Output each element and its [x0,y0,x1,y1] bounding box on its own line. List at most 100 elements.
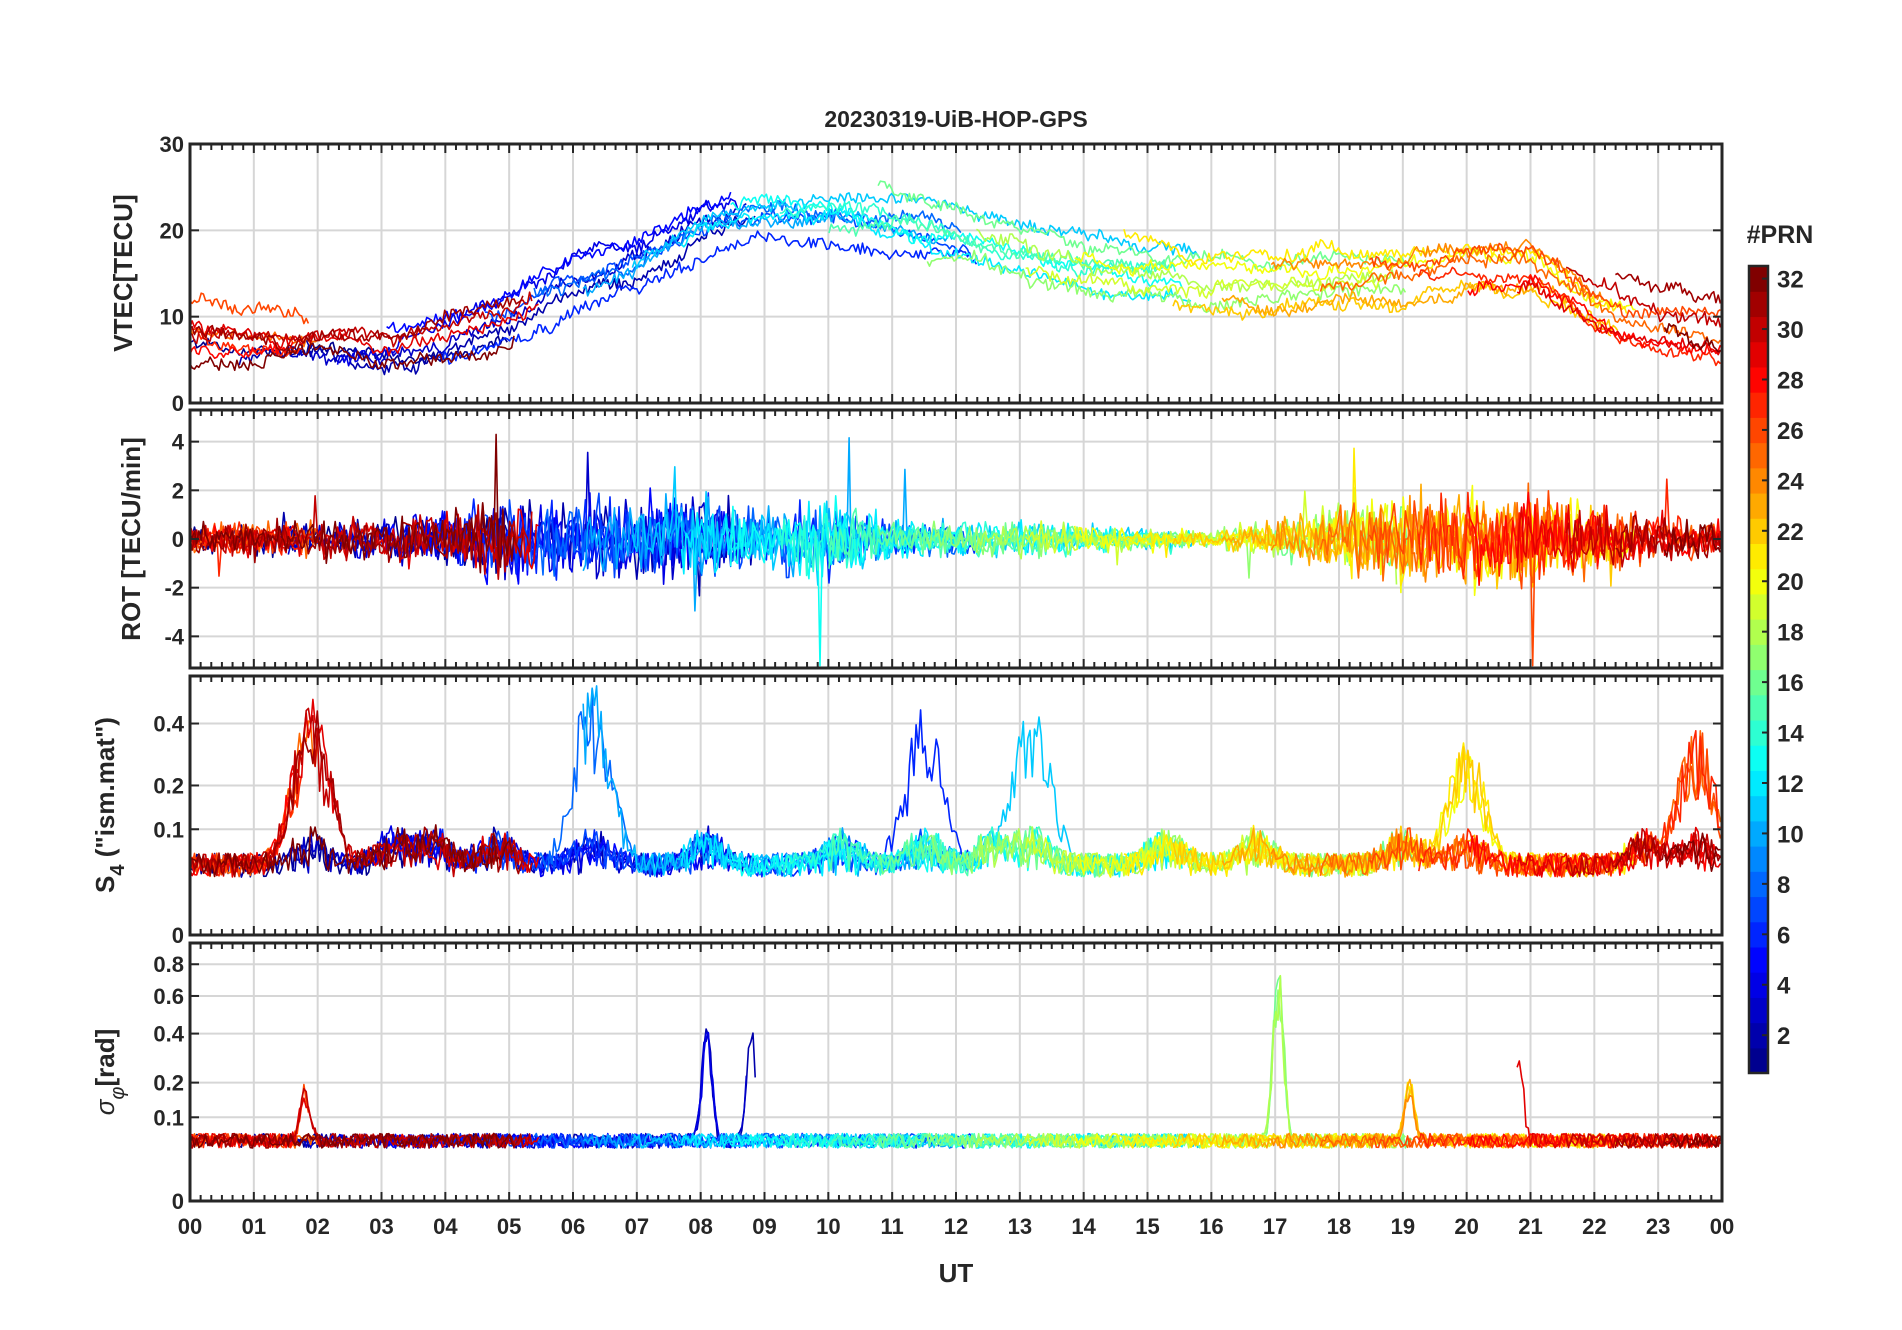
data-traces [190,433,1722,667]
colorbar-tick-label: 18 [1777,620,1804,647]
prn-trace-19 [1025,265,1388,299]
x-tick-label: 01 [242,1214,266,1239]
x-tick-label: 03 [369,1214,393,1239]
colorbar-swatch [1749,492,1768,519]
colorbar-swatch [1749,745,1768,771]
data-traces [190,685,1722,878]
prn-trace-32 [190,1132,515,1149]
y-tick-label: 20 [160,218,184,243]
x-tick-label: 13 [1008,1214,1032,1239]
prn-trace-32 [190,433,515,574]
x-ticks [189,410,1723,668]
prn-trace-30 [1565,828,1722,878]
prn-trace-29 [1516,280,1722,356]
x-tick-label: 17 [1263,1214,1287,1239]
x-tick-label: 05 [497,1214,521,1239]
y-tick-label: 0.1 [153,817,184,842]
colorbar-tick-label: 2 [1777,1023,1790,1050]
s4-y-axis-label: S4 ("ism.mat") [90,717,129,893]
colorbar-tick-label: 22 [1777,519,1804,546]
colorbar-swatch [1749,1047,1768,1074]
colorbar-tick-label: 20 [1777,569,1804,596]
rot-panel: -4 -2 0 2 4 [164,408,1724,670]
colorbar-tick-label: 10 [1777,821,1804,848]
prn-trace-2 [238,215,756,376]
prn-trace-11 [631,192,1201,270]
prn-trace-12 [680,207,1192,303]
x-tick-label: 00 [178,1214,202,1239]
colorbar-swatch [1749,871,1768,898]
prn-trace-31 [190,1132,524,1149]
colorbar-tick-label: 4 [1777,973,1791,1000]
colorbar-swatch [1749,946,1768,973]
colorbar-tick-label: 6 [1777,922,1790,949]
x-tick-label: 18 [1327,1214,1351,1239]
prn-trace-25 [1319,253,1722,346]
y-tick-label: 0.6 [153,984,184,1009]
y-tick-label: -2 [164,576,184,601]
y-tick-label: 10 [160,305,184,330]
rot-y-axis-label: ROT [TECU/min] [116,437,146,641]
x-tick-label: 08 [688,1214,712,1239]
colorbar-tick-label: 12 [1777,771,1804,798]
prn-trace-31 [1615,514,1722,559]
x-tick-label: 16 [1199,1214,1223,1239]
y-tick-label: 0 [172,923,184,948]
colorbar-swatch [1749,820,1768,847]
prn-trace-17 [926,249,1407,314]
prn-trace-30 [190,291,533,348]
colorbar-swatch [1749,366,1768,393]
x-tick-label: 20 [1454,1214,1478,1239]
colorbar-swatch [1749,896,1768,923]
x-ticks [189,943,1723,1201]
colorbar-swatch [1749,392,1768,418]
colorbar-swatch [1749,442,1768,469]
colorbar-swatch [1749,997,1768,1024]
colorbar-swatch [1749,467,1768,494]
prn-trace-29 [190,303,539,357]
prn-trace-20 [1074,246,1636,311]
chart-title: 20230319-UiB-HOP-GPS [824,106,1087,132]
y-tick-label: 0.4 [153,712,184,737]
prn-trace-8 [533,198,962,298]
prn-trace-31 [190,295,524,352]
prn-trace-28 [190,341,294,359]
prn-trace-32 [190,824,515,878]
prn-trace-26 [190,292,310,325]
prn-trace-25 [1319,482,1722,584]
x-tick-label: 12 [944,1214,968,1239]
colorbar-swatch [1749,291,1768,318]
x-axis-label: UT [939,1258,974,1288]
prn-trace-31 [1615,272,1722,304]
prn-trace-26 [1369,242,1721,320]
y-tick-label: 2 [172,478,184,503]
colorbar-swatch [1749,417,1768,444]
colorbar-swatch [1749,846,1768,872]
colorbar-tick-label: 8 [1777,872,1790,899]
x-ticks [189,676,1723,935]
x-tick-label: 22 [1582,1214,1606,1239]
x-tick-label: 19 [1391,1214,1415,1239]
colorbar-tick-label: 24 [1777,468,1804,495]
colorbar-tick-label: 26 [1777,418,1804,445]
colorbar-tick-label: 16 [1777,670,1804,697]
data-traces [190,180,1722,376]
colorbar-swatch [1749,543,1768,570]
x-tick-label: 23 [1646,1214,1670,1239]
x-tick-label: 11 [881,1214,904,1239]
prn-trace-27 [190,326,302,357]
colorbar-swatch [1749,266,1768,292]
colorbar-swatch [1749,669,1768,696]
prn-trace-22 [1172,279,1619,332]
x-tick-label: 15 [1135,1214,1159,1239]
colorbar-swatch [1749,568,1768,595]
colorbar-swatch [1749,694,1768,721]
y-tick-label: 30 [160,132,184,157]
colorbar-tick-label: 14 [1777,721,1804,748]
y-tick-label: 0.4 [153,1022,184,1047]
data-traces [190,974,1722,1149]
prn-trace-24 [1270,238,1603,301]
x-tick-label: 00 [1710,1214,1734,1239]
